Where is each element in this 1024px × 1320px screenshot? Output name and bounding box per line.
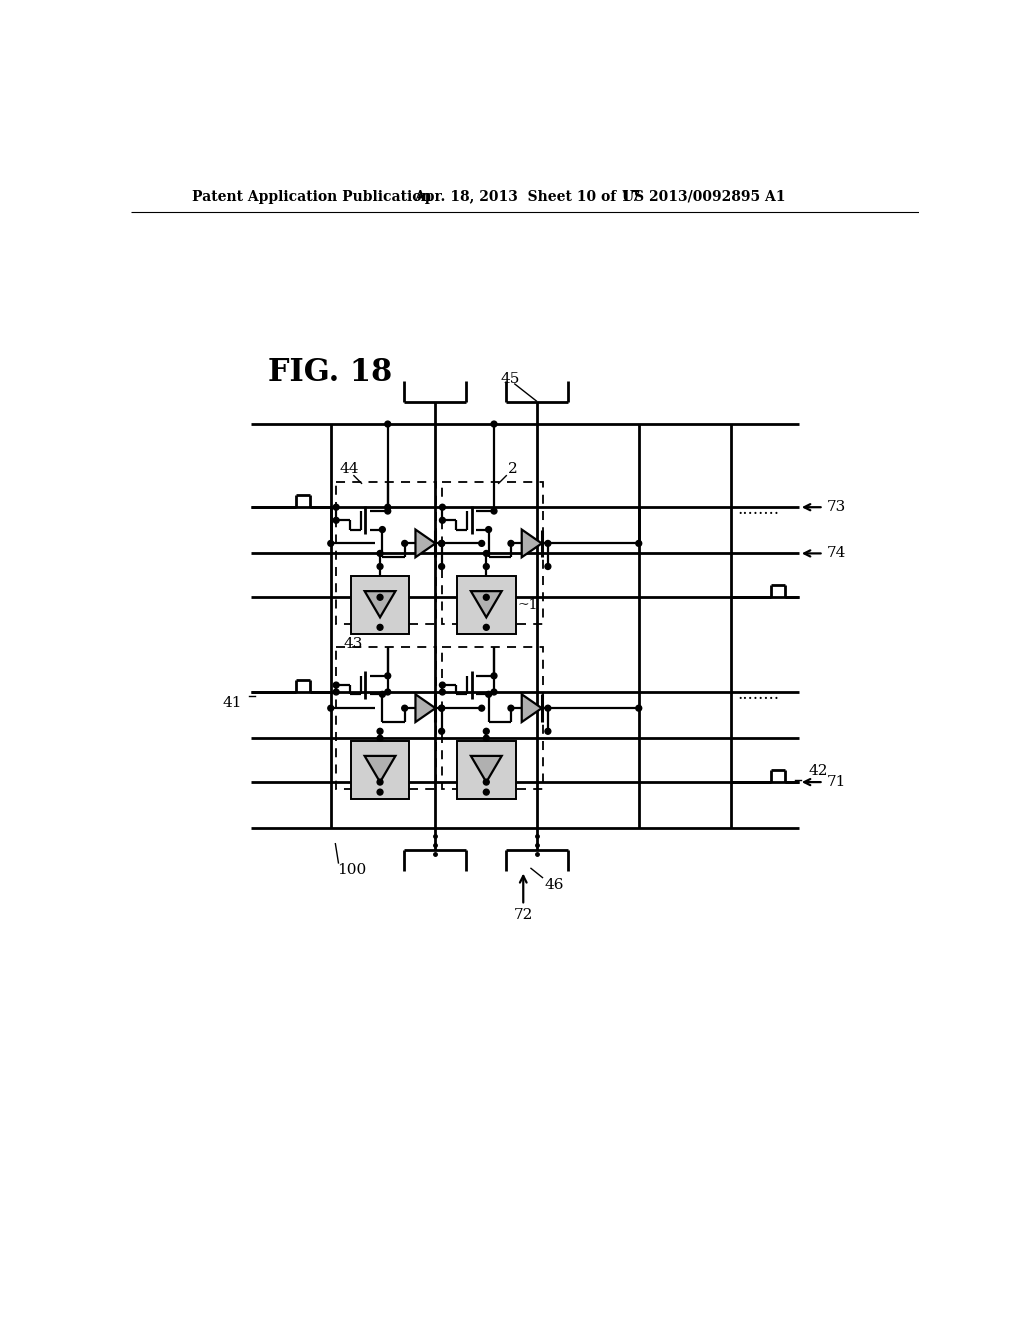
- Circle shape: [636, 540, 642, 546]
- Circle shape: [545, 705, 551, 711]
- Circle shape: [492, 689, 497, 694]
- Circle shape: [439, 504, 445, 510]
- Circle shape: [483, 564, 489, 569]
- Circle shape: [333, 517, 339, 523]
- Circle shape: [385, 689, 391, 694]
- Circle shape: [385, 504, 391, 510]
- Text: FIG. 18: FIG. 18: [267, 358, 392, 388]
- Circle shape: [485, 527, 492, 532]
- Text: 42: 42: [808, 764, 827, 779]
- Circle shape: [485, 692, 492, 697]
- Circle shape: [401, 540, 408, 546]
- Text: 73: 73: [826, 500, 846, 515]
- Text: 72: 72: [514, 908, 532, 923]
- Circle shape: [483, 624, 489, 630]
- Circle shape: [483, 594, 489, 601]
- Text: 71: 71: [826, 775, 846, 789]
- Circle shape: [333, 689, 339, 694]
- Polygon shape: [471, 756, 502, 781]
- Circle shape: [438, 564, 444, 569]
- Circle shape: [328, 705, 334, 711]
- Circle shape: [401, 705, 408, 711]
- Polygon shape: [521, 694, 542, 722]
- Text: 100: 100: [337, 863, 367, 876]
- Bar: [442, 482, 543, 624]
- Bar: [457, 576, 515, 635]
- Circle shape: [483, 735, 489, 741]
- Circle shape: [439, 517, 445, 523]
- Text: Patent Application Publication: Patent Application Publication: [193, 190, 432, 203]
- Circle shape: [377, 624, 383, 630]
- Polygon shape: [365, 591, 395, 618]
- Polygon shape: [365, 756, 395, 781]
- Circle shape: [377, 735, 383, 741]
- Circle shape: [438, 705, 444, 711]
- Circle shape: [438, 705, 444, 711]
- Circle shape: [483, 550, 489, 556]
- Circle shape: [385, 673, 391, 678]
- Circle shape: [636, 705, 642, 711]
- Circle shape: [385, 508, 391, 513]
- Circle shape: [545, 540, 551, 546]
- Circle shape: [333, 682, 339, 688]
- Circle shape: [377, 729, 383, 734]
- Bar: [442, 647, 543, 789]
- Polygon shape: [471, 591, 502, 618]
- Circle shape: [545, 729, 551, 734]
- Text: 43: 43: [344, 638, 364, 651]
- Circle shape: [333, 504, 339, 510]
- Circle shape: [328, 540, 334, 546]
- Bar: [336, 647, 436, 789]
- Text: ........: ........: [737, 502, 779, 517]
- Bar: [351, 576, 410, 635]
- Circle shape: [545, 564, 551, 569]
- Text: ........: ........: [737, 686, 779, 702]
- Polygon shape: [521, 529, 542, 557]
- Polygon shape: [416, 529, 435, 557]
- Text: 74: 74: [826, 546, 846, 561]
- Circle shape: [479, 705, 484, 711]
- Polygon shape: [416, 694, 435, 722]
- Text: US 2013/0092895 A1: US 2013/0092895 A1: [622, 190, 785, 203]
- Text: 44: 44: [340, 462, 359, 475]
- Circle shape: [483, 789, 489, 795]
- Text: 2: 2: [508, 462, 517, 475]
- Circle shape: [380, 527, 385, 532]
- Circle shape: [377, 594, 383, 601]
- Bar: [351, 741, 410, 799]
- Circle shape: [508, 540, 514, 546]
- Circle shape: [492, 673, 497, 678]
- Circle shape: [508, 705, 514, 711]
- Bar: [336, 482, 436, 624]
- Circle shape: [483, 779, 489, 785]
- Circle shape: [380, 692, 385, 697]
- Bar: [457, 741, 515, 799]
- Circle shape: [479, 540, 484, 546]
- Circle shape: [377, 564, 383, 569]
- Circle shape: [439, 689, 445, 694]
- Circle shape: [377, 779, 383, 785]
- Circle shape: [377, 550, 383, 556]
- Text: 46: 46: [544, 878, 563, 892]
- Circle shape: [377, 789, 383, 795]
- Circle shape: [438, 540, 444, 546]
- Text: 41: 41: [222, 696, 243, 710]
- Circle shape: [492, 421, 497, 426]
- Circle shape: [439, 682, 445, 688]
- Circle shape: [438, 729, 444, 734]
- Text: ~1: ~1: [517, 598, 538, 612]
- Circle shape: [438, 540, 444, 546]
- Text: Apr. 18, 2013  Sheet 10 of 17: Apr. 18, 2013 Sheet 10 of 17: [414, 190, 640, 203]
- Circle shape: [483, 729, 489, 734]
- Text: 45: 45: [500, 372, 519, 387]
- Circle shape: [385, 421, 391, 426]
- Circle shape: [492, 508, 497, 513]
